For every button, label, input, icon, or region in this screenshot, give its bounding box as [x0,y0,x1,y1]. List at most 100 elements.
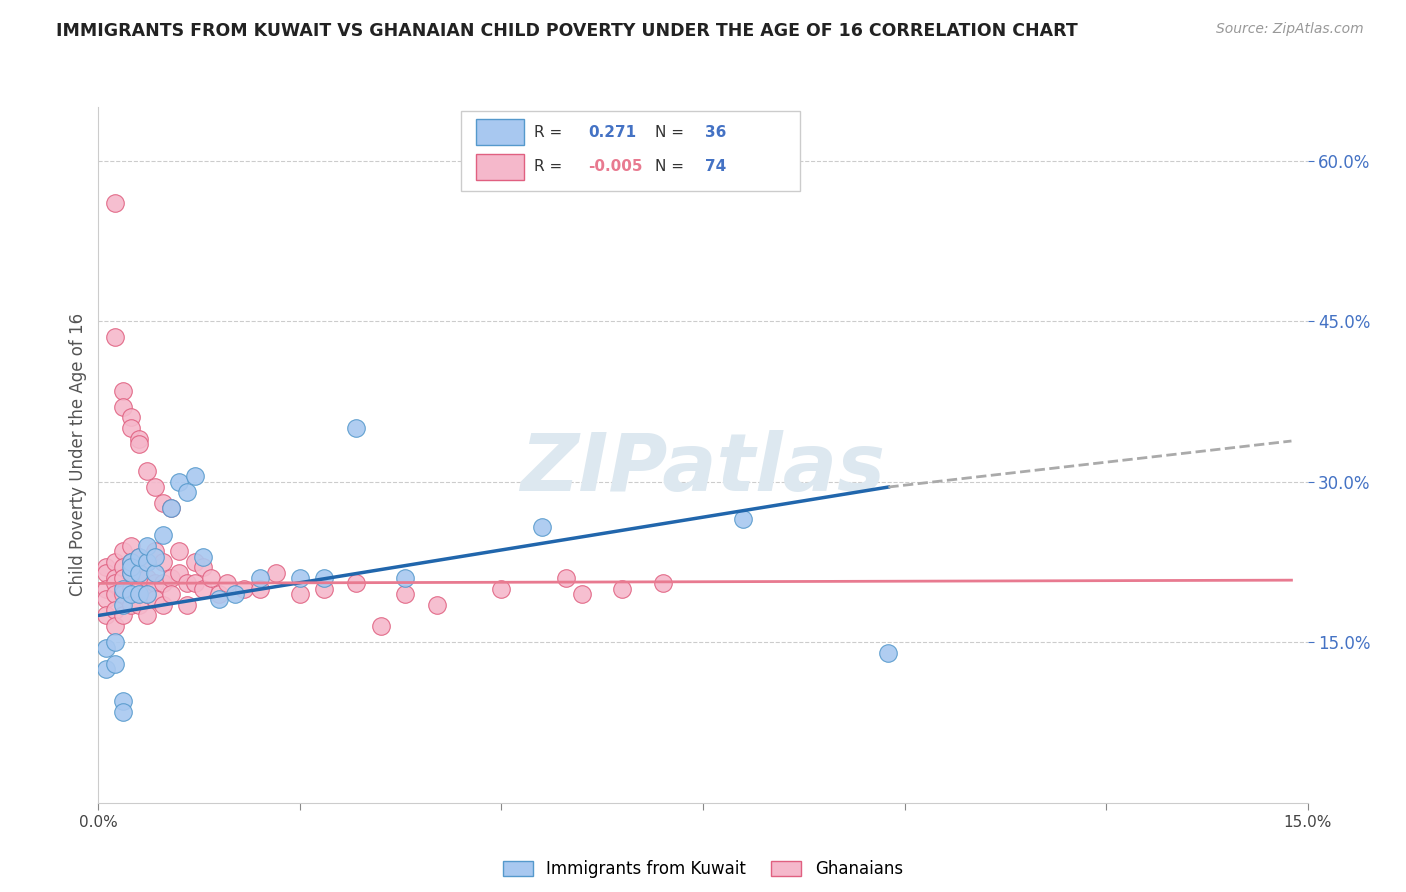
Point [96,560,118,574]
Point [184,469,207,483]
Point [288,587,311,601]
Point [314,582,336,596]
Point [143,592,166,607]
Point [135,587,157,601]
Point [103,657,125,671]
Point [733,512,755,526]
Point [314,571,336,585]
Point [103,619,125,633]
Point [120,539,142,553]
Point [111,705,134,719]
Point [193,549,215,564]
Point [128,566,150,580]
Text: 0.271: 0.271 [588,125,637,139]
Text: ZIPatlas: ZIPatlas [520,430,886,508]
FancyBboxPatch shape [461,111,800,191]
Point [111,598,134,612]
Point [120,566,142,580]
Point [193,560,215,574]
Point [103,555,125,569]
Point [152,576,174,591]
Point [103,571,125,585]
Point [176,485,198,500]
Point [167,475,190,489]
Point [344,576,367,591]
Point [612,582,634,596]
Point [128,598,150,612]
Text: -0.005: -0.005 [588,160,643,174]
Text: IMMIGRANTS FROM KUWAIT VS GHANAIAN CHILD POVERTY UNDER THE AGE OF 16 CORRELATION: IMMIGRANTS FROM KUWAIT VS GHANAIAN CHILD… [56,22,1078,40]
Point [152,598,174,612]
Point [167,544,190,558]
Point [184,555,207,569]
Point [128,549,150,564]
Text: R =: R = [534,125,562,139]
Point [120,582,142,596]
Point [111,544,134,558]
Point [167,566,190,580]
Point [217,576,239,591]
Point [128,549,150,564]
Point [103,330,125,344]
Point [111,608,134,623]
Point [120,555,142,569]
Point [128,432,150,446]
Point [120,587,142,601]
Text: N =: N = [655,160,683,174]
Point [394,587,416,601]
Point [135,539,157,553]
Point [152,555,174,569]
Text: 74: 74 [706,160,727,174]
Point [96,566,118,580]
Point [135,464,157,478]
Point [96,582,118,596]
Point [571,587,593,601]
Point [152,528,174,542]
Point [128,566,150,580]
Text: 36: 36 [706,125,727,139]
Point [143,576,166,591]
Point [128,587,150,601]
Legend: Immigrants from Kuwait, Ghanaians: Immigrants from Kuwait, Ghanaians [496,854,910,885]
Point [96,640,118,655]
Point [135,587,157,601]
Point [208,587,231,601]
Point [120,566,142,580]
Point [491,582,513,596]
Point [135,608,157,623]
Point [224,587,246,601]
Point [651,576,673,591]
Point [128,582,150,596]
Point [394,571,416,585]
Point [193,582,215,596]
Point [530,519,553,533]
Point [103,635,125,649]
Point [128,437,150,451]
Point [160,501,183,516]
Point [111,582,134,596]
Point [120,560,142,574]
Point [264,566,287,580]
Y-axis label: Child Poverty Under the Age of 16: Child Poverty Under the Age of 16 [69,313,87,597]
Point [96,592,118,607]
Point [135,555,157,569]
Point [143,549,166,564]
Point [103,576,125,591]
Point [160,571,183,585]
Point [143,480,166,494]
Point [426,598,449,612]
Point [877,646,900,660]
Point [111,571,134,585]
Point [143,566,166,580]
Point [143,544,166,558]
Point [120,421,142,435]
Point [111,694,134,708]
Point [111,560,134,574]
Point [96,662,118,676]
Point [152,496,174,510]
Point [120,555,142,569]
Bar [475,119,524,145]
Point [111,587,134,601]
Point [344,421,367,435]
Point [103,587,125,601]
